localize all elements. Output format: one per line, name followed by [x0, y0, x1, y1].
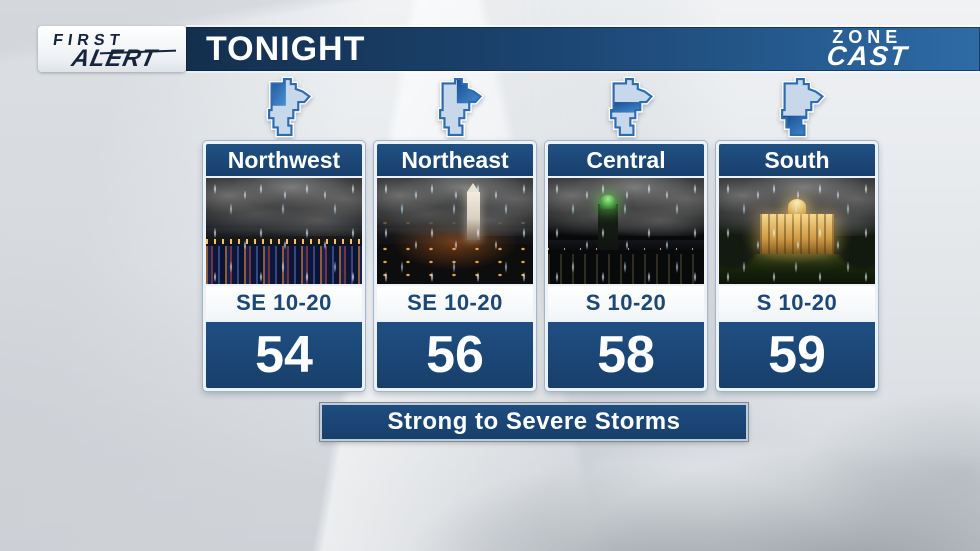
zonecast-logo-zone: ZONE: [832, 27, 903, 47]
first-alert-logo-alert: ALERT: [69, 45, 160, 72]
temp-band: 58: [548, 322, 704, 388]
green-lit-tower-silhouette: [597, 195, 618, 250]
region-map-south-icon: [765, 76, 829, 138]
zone-photo-south: [719, 178, 875, 284]
zonecast-logo: ZONE CAST: [824, 27, 910, 71]
wind-band: SE 10-20: [206, 286, 362, 320]
wind-band: S 10-20: [719, 286, 875, 320]
zone-name-header: Central: [548, 144, 704, 176]
forecast-card-northeast: Northeast SE 10-20 56: [374, 141, 536, 391]
headline-text: Strong to Severe Storms: [387, 408, 681, 435]
temp-band: 59: [719, 322, 875, 388]
forecast-card-south: South S 10-20 59: [716, 141, 878, 391]
temp-band: 54: [206, 322, 362, 388]
page-title: TONIGHT: [206, 30, 366, 68]
church-tower-silhouette: [467, 183, 481, 240]
zone-photo-northeast: [377, 178, 533, 284]
region-map-central-icon: [594, 76, 658, 138]
temp-value: 54: [255, 326, 313, 384]
region-map-northeast-icon: [423, 76, 487, 138]
wind-value: SE 10-20: [407, 290, 503, 315]
wind-band: SE 10-20: [377, 286, 533, 320]
gold-capitol-silhouette: [760, 199, 834, 254]
zone-name: Central: [586, 146, 666, 173]
first-alert-logo: FIRST ALERT: [38, 26, 186, 72]
temp-value: 58: [597, 326, 655, 384]
wind-value: SE 10-20: [236, 290, 332, 315]
forecast-card-central: Central S 10-20 58: [545, 141, 707, 391]
temp-band: 56: [377, 322, 533, 388]
zone-name: South: [764, 146, 830, 173]
wind-value: S 10-20: [756, 290, 838, 315]
zone-photo-northwest: [206, 178, 362, 284]
zone-name-header: Northwest: [206, 144, 362, 176]
wind-value: S 10-20: [585, 290, 667, 315]
forecast-card-northwest: Northwest SE 10-20 54: [203, 141, 365, 391]
zonecast-logo-cast: CAST: [824, 41, 910, 71]
region-map-northwest-icon: [252, 76, 316, 138]
headline-banner: Strong to Severe Storms: [320, 403, 748, 441]
zone-photo-central: [548, 178, 704, 284]
wind-band: S 10-20: [548, 286, 704, 320]
zone-name: Northeast: [401, 146, 509, 173]
temp-value: 56: [426, 326, 484, 384]
title-bar: TONIGHT ZONE CAST: [186, 27, 980, 71]
zone-name-header: Northeast: [377, 144, 533, 176]
temp-value: 59: [768, 326, 826, 384]
zone-name-header: South: [719, 144, 875, 176]
zone-name: Northwest: [227, 146, 341, 173]
